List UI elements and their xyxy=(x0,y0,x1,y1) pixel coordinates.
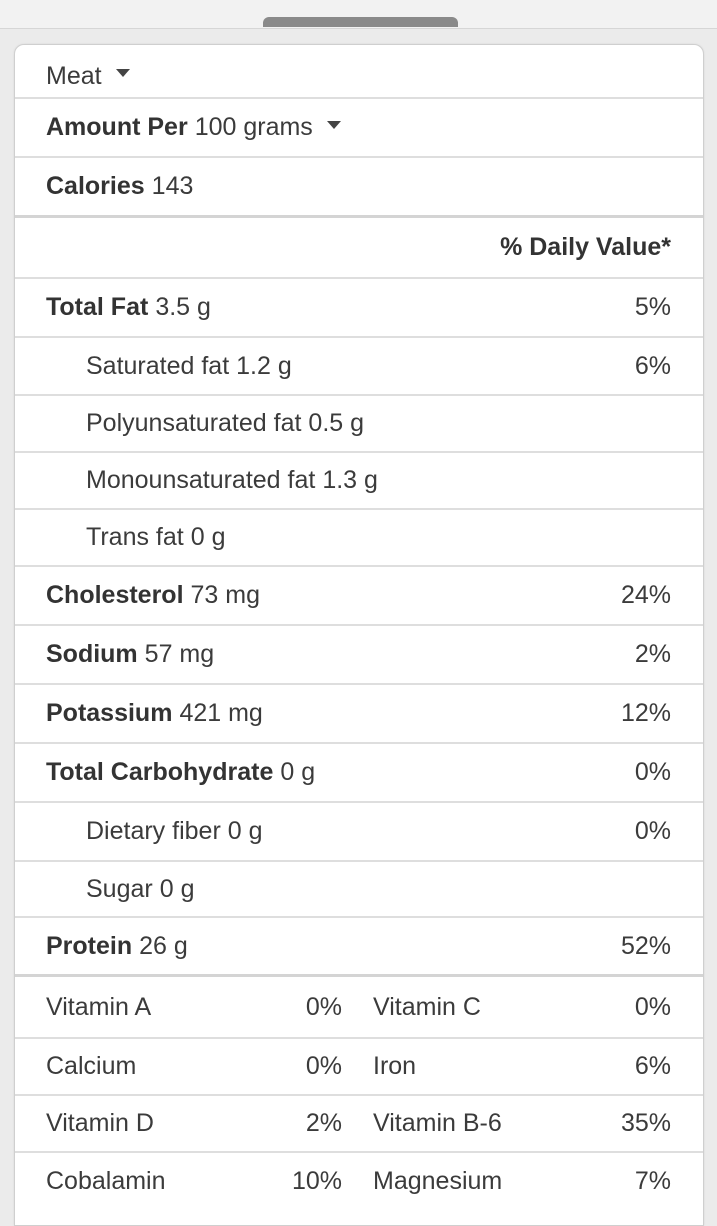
nutrient-row: Total Fat 3.5 g 5% xyxy=(15,279,703,338)
nutrient-label: Cholesterol xyxy=(46,581,184,609)
nutrient-label: Protein xyxy=(46,931,133,960)
vitamin-daily-value: 6% xyxy=(634,1052,671,1080)
vitamin-name: Vitamin A xyxy=(46,992,152,1021)
nutrient-label: Trans fat xyxy=(86,523,184,551)
vitamin-cell-right: Iron 6% xyxy=(342,1052,671,1081)
nutrient-amount: 0 g xyxy=(159,874,195,903)
nutrient-row: Saturated fat 1.2 g 6% xyxy=(15,338,703,396)
nutrient-daily-value: 52% xyxy=(620,931,671,960)
nutrient-row: Monounsaturated fat 1.3 g xyxy=(15,453,703,510)
vitamin-daily-value: 0% xyxy=(305,1052,342,1080)
vitamin-name: Vitamin D xyxy=(46,1109,154,1137)
calories-label: Calories xyxy=(46,172,145,200)
serving-label: Amount Per xyxy=(46,113,188,141)
vitamin-cell-left: Vitamin A 0% xyxy=(46,993,342,1022)
vitamin-row: Vitamin A 0% Vitamin C 0% xyxy=(15,977,703,1039)
nutrient-label: Sugar xyxy=(86,874,153,903)
nutrient-daily-value: 5% xyxy=(634,293,671,321)
nutrient-row: Protein 26 g 52% xyxy=(15,918,703,977)
vitamin-name: Vitamin C xyxy=(373,992,481,1021)
vitamin-cell-right: Vitamin B-6 35% xyxy=(342,1109,671,1138)
nutrient-amount: 0 g xyxy=(190,523,226,551)
vitamin-cell-left: Calcium 0% xyxy=(46,1052,342,1081)
vitamin-name: Vitamin B-6 xyxy=(373,1109,502,1137)
nutrient-row: Polyunsaturated fat 0.5 g xyxy=(15,396,703,453)
vitamin-row: Calcium 0% Iron 6% xyxy=(15,1039,703,1096)
vitamin-cell-left: Vitamin D 2% xyxy=(46,1109,342,1138)
nutrient-daily-value: 0% xyxy=(634,758,671,786)
nutrition-facts-panel: Meat Amount Per 100 grams Calories 143 %… xyxy=(14,44,704,1226)
nutrient-row: Potassium 421 mg 12% xyxy=(15,685,703,744)
food-type-value: Meat xyxy=(46,61,102,90)
nutrient-amount: 1.3 g xyxy=(322,466,378,494)
vitamin-row: Cobalamin 10% Magnesium 7% xyxy=(15,1153,703,1210)
nutrient-amount: 0 g xyxy=(280,758,316,786)
vitamin-daily-value: 0% xyxy=(305,992,342,1021)
vitamin-name: Magnesium xyxy=(373,1167,503,1195)
vitamin-name: Cobalamin xyxy=(46,1167,166,1195)
daily-value-header: % Daily Value* xyxy=(15,218,703,279)
nutrient-daily-value: 2% xyxy=(634,640,671,668)
nutrient-daily-value: 12% xyxy=(620,699,671,727)
vitamin-daily-value: 35% xyxy=(620,1109,671,1137)
vitamin-row: Vitamin D 2% Vitamin B-6 35% xyxy=(15,1096,703,1153)
nutrient-label: Saturated fat xyxy=(86,351,230,380)
nutrient-daily-value: 6% xyxy=(634,351,671,380)
vitamin-daily-value: 10% xyxy=(291,1167,342,1195)
nutrient-daily-value: 24% xyxy=(620,581,671,609)
nutrient-row: Dietary fiber 0 g 0% xyxy=(15,803,703,862)
nutrient-amount: 0 g xyxy=(227,817,263,845)
nutrient-label: Total Carbohydrate xyxy=(46,758,274,786)
vitamin-cell-left: Cobalamin 10% xyxy=(46,1167,342,1196)
serving-value: 100 grams xyxy=(194,113,313,141)
nutrient-amount: 73 mg xyxy=(190,581,261,609)
nutrient-row: Total Carbohydrate 0 g 0% xyxy=(15,744,703,803)
chevron-down-icon xyxy=(326,120,341,129)
vitamin-daily-value: 2% xyxy=(305,1109,342,1137)
nutrient-amount: 57 mg xyxy=(144,640,215,668)
nutrient-label: Potassium xyxy=(46,699,173,727)
vitamin-cell-right: Magnesium 7% xyxy=(342,1167,671,1196)
nutrient-row: Sodium 57 mg 2% xyxy=(15,626,703,685)
nutrient-row: Sugar 0 g xyxy=(15,862,703,918)
nutrient-label: Polyunsaturated fat xyxy=(86,409,302,437)
nutrient-amount: 0.5 g xyxy=(308,409,365,437)
drag-handle[interactable] xyxy=(263,17,458,27)
vitamin-daily-value: 7% xyxy=(634,1167,671,1195)
food-type-select[interactable]: Meat xyxy=(15,45,703,99)
nutrient-label: Total Fat xyxy=(46,293,149,321)
nutrient-amount: 1.2 g xyxy=(236,351,292,380)
serving-size-select[interactable]: Amount Per 100 grams xyxy=(15,99,703,158)
nutrient-amount: 26 g xyxy=(139,931,188,960)
nutrient-row: Cholesterol 73 mg 24% xyxy=(15,567,703,626)
calories-row: Calories 143 xyxy=(15,158,703,218)
nutrient-row: Trans fat 0 g xyxy=(15,510,703,567)
nutrient-label: Dietary fiber xyxy=(86,817,221,845)
vitamin-name: Calcium xyxy=(46,1052,137,1080)
vitamin-daily-value: 0% xyxy=(634,992,671,1021)
nutrient-daily-value: 0% xyxy=(634,817,671,845)
nutrient-label: Sodium xyxy=(46,640,138,668)
vitamin-name: Iron xyxy=(373,1052,417,1080)
nutrient-amount: 3.5 g xyxy=(155,293,211,321)
vitamin-cell-right: Vitamin C 0% xyxy=(342,993,671,1022)
chevron-down-icon xyxy=(115,69,130,77)
nutrient-amount: 421 mg xyxy=(179,699,263,727)
calories-value: 143 xyxy=(151,172,194,200)
nutrient-label: Monounsaturated fat xyxy=(86,466,316,494)
sheet-top-bar xyxy=(0,0,717,29)
daily-value-header-label: % Daily Value* xyxy=(500,233,671,261)
